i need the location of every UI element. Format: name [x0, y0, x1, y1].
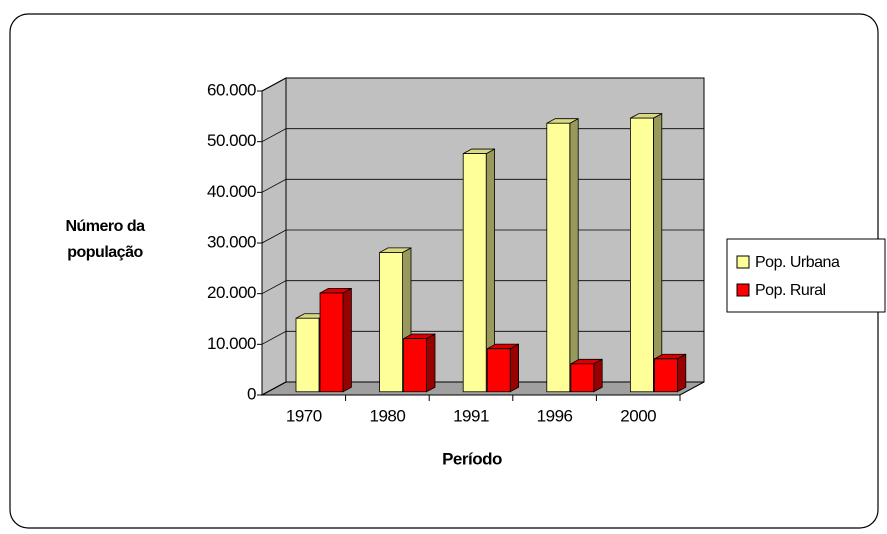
bar-side — [653, 112, 663, 393]
legend-label: Pop. Rural — [755, 282, 826, 299]
bar — [546, 117, 579, 393]
y-axis-title: Número da população — [65, 218, 145, 261]
bar-front — [295, 317, 320, 393]
bar-front — [570, 363, 595, 393]
bar-side — [569, 117, 579, 393]
y-tick-label: 0 — [247, 384, 256, 403]
bar — [403, 333, 436, 393]
bar-front — [403, 338, 428, 393]
bar — [319, 287, 352, 393]
y-tick-label: 10.000 — [207, 334, 256, 353]
bar-front — [546, 122, 571, 393]
legend-swatch — [736, 255, 750, 269]
y-tick-label: 50.000 — [207, 131, 256, 150]
bar — [570, 358, 603, 393]
bar-front — [630, 117, 654, 393]
y-tick-label: 30.000 — [207, 232, 256, 251]
legend-swatch — [736, 283, 750, 297]
x-axis-title: Período — [442, 449, 502, 468]
legend-box — [726, 238, 886, 313]
bar — [630, 112, 663, 393]
bar-front — [319, 292, 344, 393]
x-tick-label: 1970 — [286, 406, 322, 425]
bar-side — [509, 343, 519, 393]
x-tick-label: 2000 — [620, 406, 656, 425]
y-tick-label: 20.000 — [207, 283, 256, 302]
grid-line — [261, 77, 704, 92]
bar — [654, 353, 687, 393]
x-tick-label: 1996 — [537, 406, 573, 425]
bar — [486, 343, 519, 393]
bar-front — [654, 358, 678, 393]
x-tick-label: 1980 — [369, 406, 405, 425]
bar-side — [342, 287, 352, 393]
bar-front — [462, 153, 487, 393]
legend-label: Pop. Urbana — [755, 254, 840, 271]
bar-front — [486, 348, 511, 393]
y-tick-label: 40.000 — [207, 182, 256, 201]
x-tick-label: 1991 — [453, 406, 489, 425]
bar — [462, 148, 496, 393]
bar-side — [426, 333, 436, 393]
bar-front — [379, 252, 404, 393]
bar-side — [677, 353, 687, 393]
bar-side — [593, 358, 603, 393]
y-tick-label: 60.000 — [207, 80, 256, 99]
